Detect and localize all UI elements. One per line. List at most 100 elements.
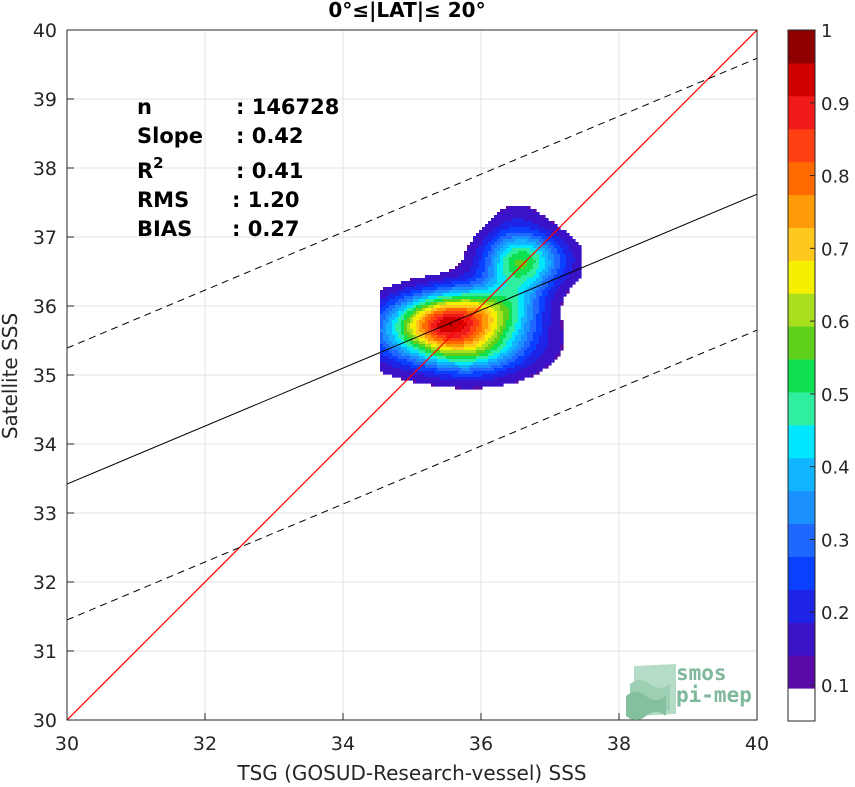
density-cell: [383, 320, 387, 324]
density-cell: [461, 311, 465, 315]
density-cell: [542, 299, 546, 303]
density-cell: [542, 245, 546, 249]
density-cell: [557, 341, 561, 345]
density-cell: [518, 368, 522, 372]
density-cell: [455, 266, 459, 270]
density-cell: [488, 290, 492, 294]
density-cell: [458, 359, 462, 363]
density-cell: [458, 350, 462, 354]
density-cell: [431, 350, 435, 354]
density-cell: [503, 242, 507, 246]
density-cell: [524, 311, 528, 315]
density-cell: [383, 371, 387, 375]
density-cell: [524, 332, 528, 336]
density-cell: [476, 356, 480, 360]
density-cell: [506, 371, 510, 375]
y-tick-label: 34: [33, 434, 57, 456]
density-cell: [572, 239, 576, 243]
density-cell: [389, 293, 393, 297]
density-cell: [503, 209, 507, 213]
density-cell: [560, 260, 564, 264]
density-cell: [527, 341, 531, 345]
density-cell: [476, 377, 480, 381]
density-cell: [473, 257, 477, 261]
density-cell: [527, 284, 531, 288]
density-cell: [506, 356, 510, 360]
density-cell: [536, 347, 540, 351]
density-cell: [533, 296, 537, 300]
density-cell: [539, 320, 543, 324]
density-cell: [494, 236, 498, 240]
density-cell: [407, 281, 411, 285]
stat-value: : 0.41: [236, 159, 304, 183]
density-cell: [566, 278, 570, 282]
density-cell: [401, 377, 405, 381]
density-cell: [407, 341, 411, 345]
density-cell: [536, 362, 540, 366]
density-cell: [380, 311, 384, 315]
density-cell: [506, 374, 510, 378]
density-cell: [461, 350, 465, 354]
density-cell: [524, 212, 528, 216]
density-cell: [554, 257, 558, 261]
density-cell: [425, 281, 429, 285]
density-cell: [428, 341, 432, 345]
density-cell: [380, 320, 384, 324]
density-cell: [551, 251, 555, 255]
density-cell: [506, 296, 510, 300]
density-cell: [548, 329, 552, 333]
density-cell: [425, 341, 429, 345]
colorbar-segment: [788, 622, 815, 656]
density-cell: [440, 320, 444, 324]
density-cell: [434, 290, 438, 294]
density-cell: [494, 320, 498, 324]
density-cell: [527, 266, 531, 270]
density-cell: [488, 224, 492, 228]
density-cell: [509, 335, 513, 339]
colorbar-tick-label: 0.3: [821, 530, 850, 551]
density-cell: [476, 245, 480, 249]
density-cell: [380, 344, 384, 348]
density-cell: [551, 329, 555, 333]
density-cell: [533, 293, 537, 297]
density-cell: [548, 290, 552, 294]
density-cell: [533, 332, 537, 336]
colorbar-frame: [787, 29, 816, 722]
density-cell: [530, 269, 534, 273]
density-cell: [473, 350, 477, 354]
density-cell: [407, 290, 411, 294]
density-cell: [413, 320, 417, 324]
density-cell: [554, 239, 558, 243]
density-cell: [497, 380, 501, 384]
density-cell: [452, 359, 456, 363]
density-cell: [512, 365, 516, 369]
density-cell: [437, 356, 441, 360]
density-cell: [539, 221, 543, 225]
density-cell: [536, 350, 540, 354]
density-cell: [398, 350, 402, 354]
density-cell: [392, 302, 396, 306]
density-cell: [524, 284, 528, 288]
density-cell: [401, 302, 405, 306]
density-cell: [518, 359, 522, 363]
density-cell: [491, 326, 495, 330]
density-cell: [542, 332, 546, 336]
density-cell: [512, 290, 516, 294]
density-cell: [545, 269, 549, 273]
density-cell: [392, 371, 396, 375]
density-cell: [464, 317, 468, 321]
density-cell: [554, 296, 558, 300]
density-cell: [515, 263, 519, 267]
density-cell: [482, 371, 486, 375]
x-tick-label: 38: [607, 733, 631, 755]
density-cell: [515, 278, 519, 282]
density-cell: [533, 263, 537, 267]
density-cell: [464, 311, 468, 315]
density-cell: [536, 287, 540, 291]
density-cell: [413, 377, 417, 381]
density-cell: [455, 377, 459, 381]
density-cell: [506, 359, 510, 363]
density-cell: [443, 356, 447, 360]
density-cell: [386, 320, 390, 324]
density-cell: [515, 326, 519, 330]
